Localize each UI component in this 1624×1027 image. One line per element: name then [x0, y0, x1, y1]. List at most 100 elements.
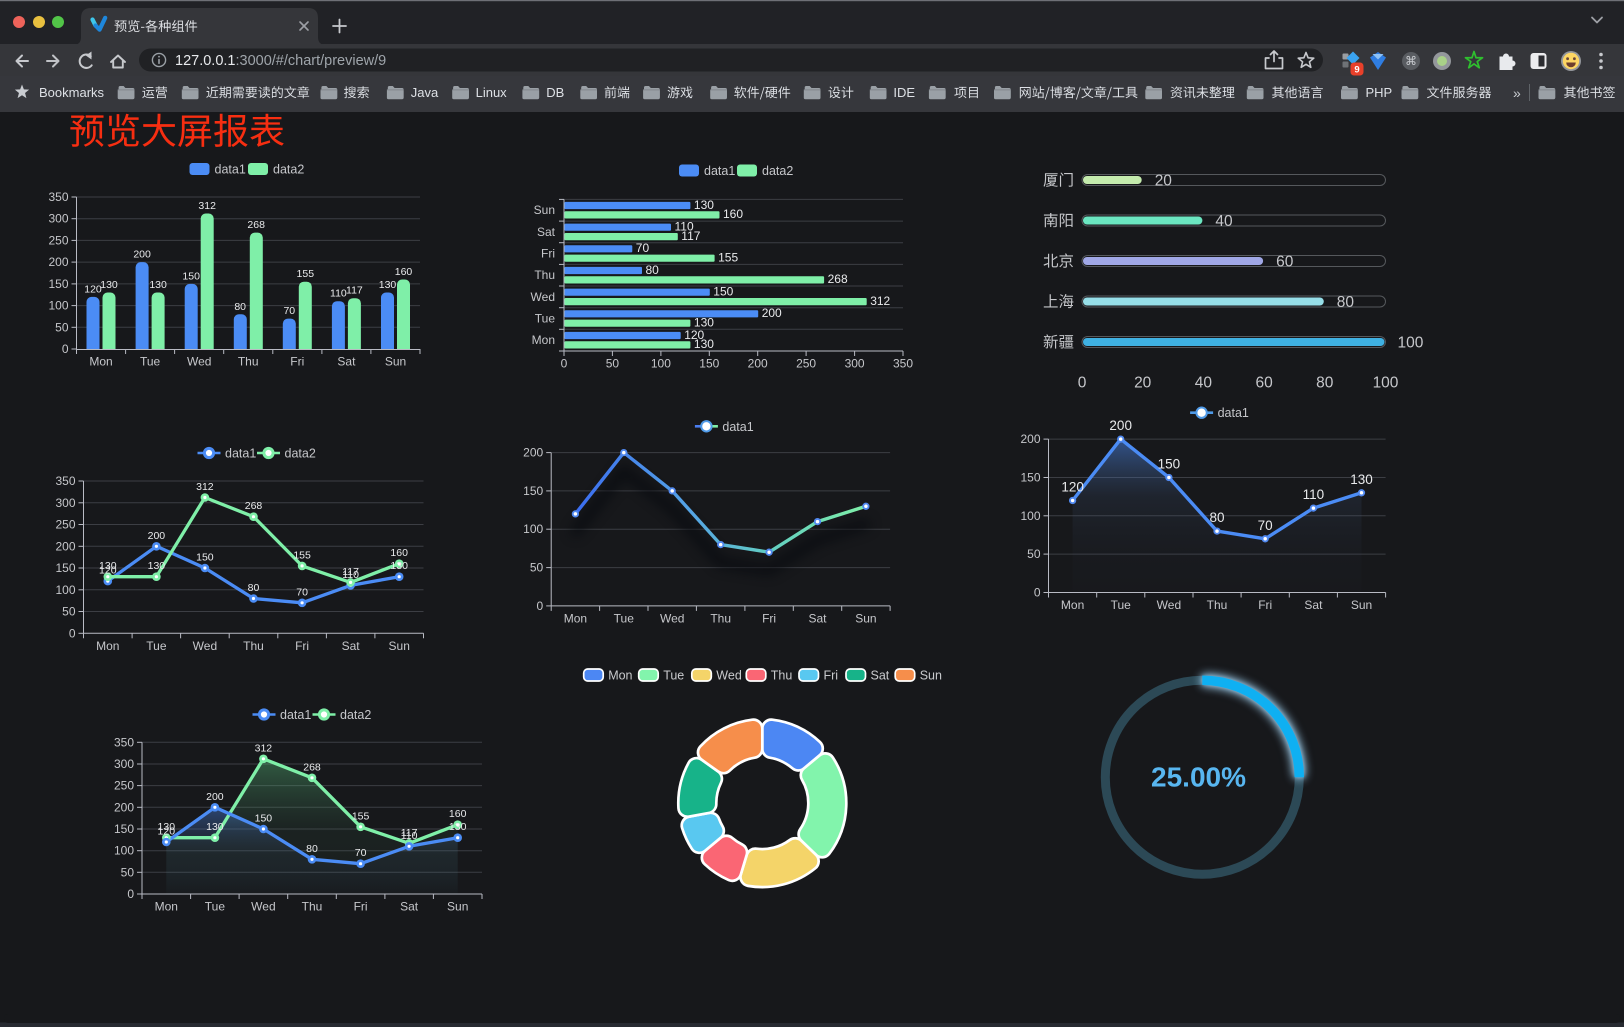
svg-text:40: 40: [1215, 213, 1233, 230]
svg-text:25.00%: 25.00%: [1151, 762, 1246, 793]
svg-text:130: 130: [99, 560, 117, 572]
svg-text:data2: data2: [273, 163, 304, 177]
svg-text:150: 150: [713, 285, 733, 299]
svg-text:Wed: Wed: [660, 611, 684, 625]
svg-text:»: »: [1513, 85, 1521, 101]
svg-text:data1: data1: [215, 163, 246, 177]
svg-text:130: 130: [449, 821, 467, 833]
svg-text:Fri: Fri: [762, 611, 776, 625]
svg-text:70: 70: [355, 847, 367, 859]
svg-text:70: 70: [636, 241, 650, 255]
svg-text:120: 120: [1061, 480, 1084, 495]
svg-text:350: 350: [114, 735, 134, 749]
svg-text:Thu: Thu: [1207, 598, 1228, 612]
svg-text:Sat: Sat: [871, 669, 890, 683]
svg-text:Wed: Wed: [187, 355, 211, 369]
svg-text:Mon: Mon: [532, 333, 555, 347]
svg-text:⌘: ⌘: [1405, 54, 1417, 68]
svg-text:130: 130: [694, 316, 714, 330]
svg-text:200: 200: [762, 306, 782, 320]
svg-text:0: 0: [1078, 375, 1087, 392]
svg-text:100: 100: [651, 357, 671, 371]
svg-text:150: 150: [255, 813, 273, 825]
svg-text:Wed: Wed: [251, 900, 275, 914]
svg-text:117: 117: [401, 827, 418, 839]
svg-text:268: 268: [828, 272, 848, 286]
svg-text:Sun: Sun: [534, 203, 555, 217]
svg-text:200: 200: [1109, 418, 1132, 433]
svg-text:130: 130: [694, 337, 714, 351]
svg-text:300: 300: [55, 496, 75, 510]
svg-text:130: 130: [694, 198, 714, 212]
svg-text:70: 70: [296, 586, 308, 598]
svg-text:130: 130: [100, 279, 118, 291]
svg-text:100: 100: [1373, 375, 1399, 392]
svg-text:Sun: Sun: [385, 355, 406, 369]
svg-text:312: 312: [870, 294, 890, 308]
svg-text:127.0.0.1:3000/#/chart/preview: 127.0.0.1:3000/#/chart/preview/9: [175, 53, 386, 69]
svg-text:150: 150: [1158, 457, 1181, 472]
svg-text:120: 120: [84, 283, 102, 295]
svg-text:120: 120: [158, 826, 176, 838]
svg-text:100: 100: [48, 299, 68, 313]
svg-text:160: 160: [449, 808, 467, 820]
svg-text:160: 160: [395, 266, 413, 278]
svg-text:117: 117: [681, 229, 700, 243]
svg-text:80: 80: [1316, 375, 1334, 392]
svg-text:Bookmarks: Bookmarks: [39, 85, 105, 100]
svg-text:Tue: Tue: [663, 669, 684, 683]
svg-text:200: 200: [1020, 432, 1040, 446]
svg-text:200: 200: [114, 800, 134, 814]
svg-text:120: 120: [684, 328, 704, 342]
svg-text:60: 60: [1276, 254, 1294, 271]
svg-text:0: 0: [127, 887, 134, 901]
svg-text:Fri: Fri: [541, 247, 555, 261]
svg-text:350: 350: [893, 357, 913, 371]
svg-text:80: 80: [646, 263, 660, 277]
svg-text:150: 150: [182, 270, 200, 282]
svg-text:Fri: Fri: [354, 900, 368, 914]
svg-text:0: 0: [69, 626, 76, 640]
svg-text:0: 0: [561, 357, 568, 371]
svg-text:268: 268: [303, 761, 321, 773]
svg-text:312: 312: [255, 742, 273, 754]
svg-text:130: 130: [390, 560, 408, 572]
svg-text:Sat: Sat: [337, 355, 356, 369]
svg-text:Tue: Tue: [205, 900, 226, 914]
svg-text:Mon: Mon: [564, 611, 587, 625]
svg-text:250: 250: [55, 518, 75, 532]
svg-text:Mon: Mon: [608, 669, 632, 683]
svg-text:Thu: Thu: [771, 669, 793, 683]
svg-text:250: 250: [796, 357, 816, 371]
svg-text:Thu: Thu: [710, 611, 731, 625]
svg-text:IDE: IDE: [893, 85, 915, 100]
svg-text:312: 312: [198, 200, 216, 212]
svg-text:110: 110: [330, 288, 347, 300]
svg-text:268: 268: [245, 500, 263, 512]
svg-text:data1: data1: [704, 164, 735, 178]
svg-text:130: 130: [149, 279, 167, 291]
svg-text:350: 350: [55, 474, 75, 488]
svg-text:130: 130: [379, 279, 397, 291]
svg-text:data1: data1: [1218, 406, 1249, 420]
svg-text:Tue: Tue: [535, 312, 556, 326]
svg-text:300: 300: [48, 212, 68, 226]
svg-text:130: 130: [148, 560, 166, 572]
svg-text:80: 80: [1337, 294, 1355, 311]
svg-text:Sat: Sat: [342, 639, 361, 653]
svg-text:50: 50: [606, 357, 620, 371]
svg-text:Tue: Tue: [146, 639, 167, 653]
svg-text:Tue: Tue: [1111, 598, 1132, 612]
svg-text:150: 150: [114, 822, 134, 836]
svg-text:150: 150: [196, 552, 214, 564]
svg-text:60: 60: [1255, 375, 1273, 392]
svg-text:155: 155: [297, 268, 315, 280]
svg-text:0: 0: [62, 342, 69, 356]
svg-text:130: 130: [158, 821, 176, 833]
svg-text:Fri: Fri: [290, 355, 304, 369]
svg-text:Sat: Sat: [808, 611, 827, 625]
svg-text:data1: data1: [280, 708, 311, 722]
svg-text:Java: Java: [411, 85, 439, 100]
svg-text:300: 300: [114, 757, 134, 771]
svg-text:Sun: Sun: [855, 611, 876, 625]
